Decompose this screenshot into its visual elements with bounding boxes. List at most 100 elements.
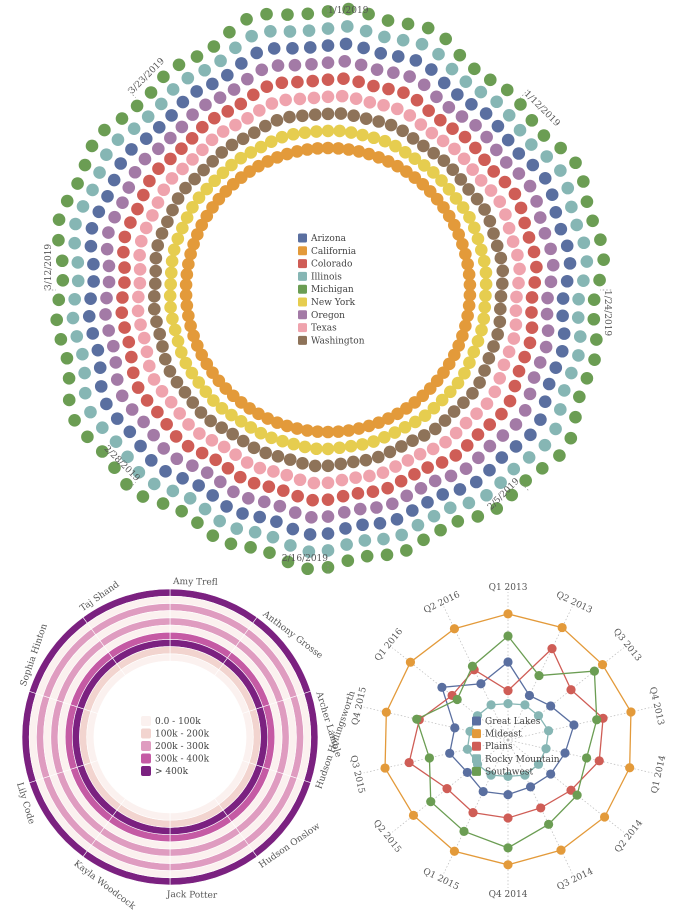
dot-column — [456, 329, 594, 385]
dot-oregon — [523, 387, 537, 401]
dot-illinois — [540, 150, 554, 163]
dot-washington — [384, 118, 398, 132]
dot-illinois — [340, 20, 354, 33]
dot-washington — [296, 109, 309, 123]
dot-column — [372, 21, 435, 164]
dot-column — [408, 73, 497, 184]
series-point — [626, 707, 636, 717]
dot-oregon — [186, 459, 199, 472]
dot-oregon — [128, 165, 142, 179]
dot-column — [400, 62, 481, 178]
dot-colorado — [446, 122, 459, 136]
dot-column — [400, 402, 485, 523]
dot-oregon — [116, 196, 129, 209]
dot-michigan — [224, 537, 238, 551]
dot-texas — [403, 109, 417, 122]
dot-illinois — [474, 85, 488, 99]
dot-oregon — [200, 466, 214, 479]
dot-arizona — [560, 274, 574, 288]
dot-new-york — [435, 393, 449, 407]
dot-illinois — [490, 95, 503, 109]
dot-arizona — [339, 37, 353, 51]
dot-oregon — [100, 242, 114, 256]
dot-arizona — [92, 205, 106, 219]
dot-column — [281, 8, 314, 156]
dot-illinois — [565, 200, 578, 214]
dot-michigan — [590, 333, 603, 346]
dot-texas — [484, 184, 498, 197]
dot-illinois — [302, 24, 316, 37]
dot-texas — [173, 407, 186, 420]
dot-illinois — [321, 22, 335, 35]
dot-texas — [165, 172, 179, 185]
dot-california — [462, 299, 476, 312]
dot-texas — [241, 112, 254, 125]
series-point — [546, 769, 556, 779]
series-point — [424, 753, 435, 763]
dot-washington — [334, 457, 348, 471]
dot-illinois — [121, 450, 134, 464]
dot-oregon — [255, 63, 269, 77]
dot-texas — [132, 290, 145, 304]
dot-texas — [216, 125, 230, 138]
series-point — [486, 770, 496, 780]
dot-texas — [509, 304, 523, 317]
dot-oregon — [527, 371, 541, 384]
dot-new-york — [234, 151, 248, 165]
dot-oregon — [288, 506, 302, 519]
series-point — [503, 609, 513, 619]
category-label: Amy Trefl — [172, 577, 218, 588]
dot-washington — [215, 146, 229, 159]
dot-oregon — [321, 56, 335, 69]
quarter-label: Q4 2014 — [489, 890, 528, 900]
dot-michigan — [190, 50, 204, 63]
dot-oregon — [428, 474, 442, 488]
dot-colorado — [208, 111, 221, 125]
dot-texas — [133, 276, 147, 290]
dot-texas — [146, 209, 159, 222]
dot-arizona — [176, 471, 189, 485]
dot-texas — [182, 418, 195, 431]
dot-colorado — [469, 141, 482, 155]
dot-michigan — [400, 544, 413, 557]
dot-column — [191, 407, 265, 529]
series-point — [503, 813, 513, 823]
dot-column — [281, 424, 314, 569]
legend-label: 300k - 400k — [155, 755, 210, 765]
dot-colorado — [337, 72, 350, 85]
dot-arizona — [220, 500, 233, 513]
dot-colorado — [525, 291, 539, 304]
dot-oregon — [414, 481, 428, 495]
dot-illinois — [283, 25, 297, 38]
dot-california — [352, 422, 366, 435]
dot-illinois — [213, 514, 226, 528]
dot-washington — [236, 132, 250, 146]
dot-new-york — [264, 135, 278, 149]
dot-new-york — [479, 277, 493, 291]
dot-new-york — [166, 312, 179, 326]
dot-oregon — [386, 497, 399, 511]
dot-new-york — [474, 243, 488, 257]
series-point — [452, 694, 462, 705]
dot-new-york — [463, 210, 476, 224]
series-point — [426, 797, 436, 807]
dot-michigan — [52, 233, 65, 247]
dot-colorado — [366, 485, 380, 499]
dot-texas — [321, 90, 335, 104]
dot-colorado — [422, 104, 435, 117]
dot-new-york — [427, 401, 441, 415]
dot-colorado — [471, 428, 485, 441]
dot-colorado — [321, 493, 335, 506]
dot-colorado — [306, 493, 319, 507]
dot-texas — [439, 435, 452, 449]
dot-michigan — [244, 541, 257, 554]
dot-michigan — [281, 8, 294, 21]
dot-column — [462, 253, 610, 281]
dot-michigan — [483, 73, 497, 87]
dot-illinois — [358, 534, 372, 547]
dot-texas — [321, 476, 335, 490]
dot-oregon — [273, 499, 287, 513]
dot-arizona — [469, 475, 483, 489]
legend-item-plains: Plains — [472, 741, 513, 752]
